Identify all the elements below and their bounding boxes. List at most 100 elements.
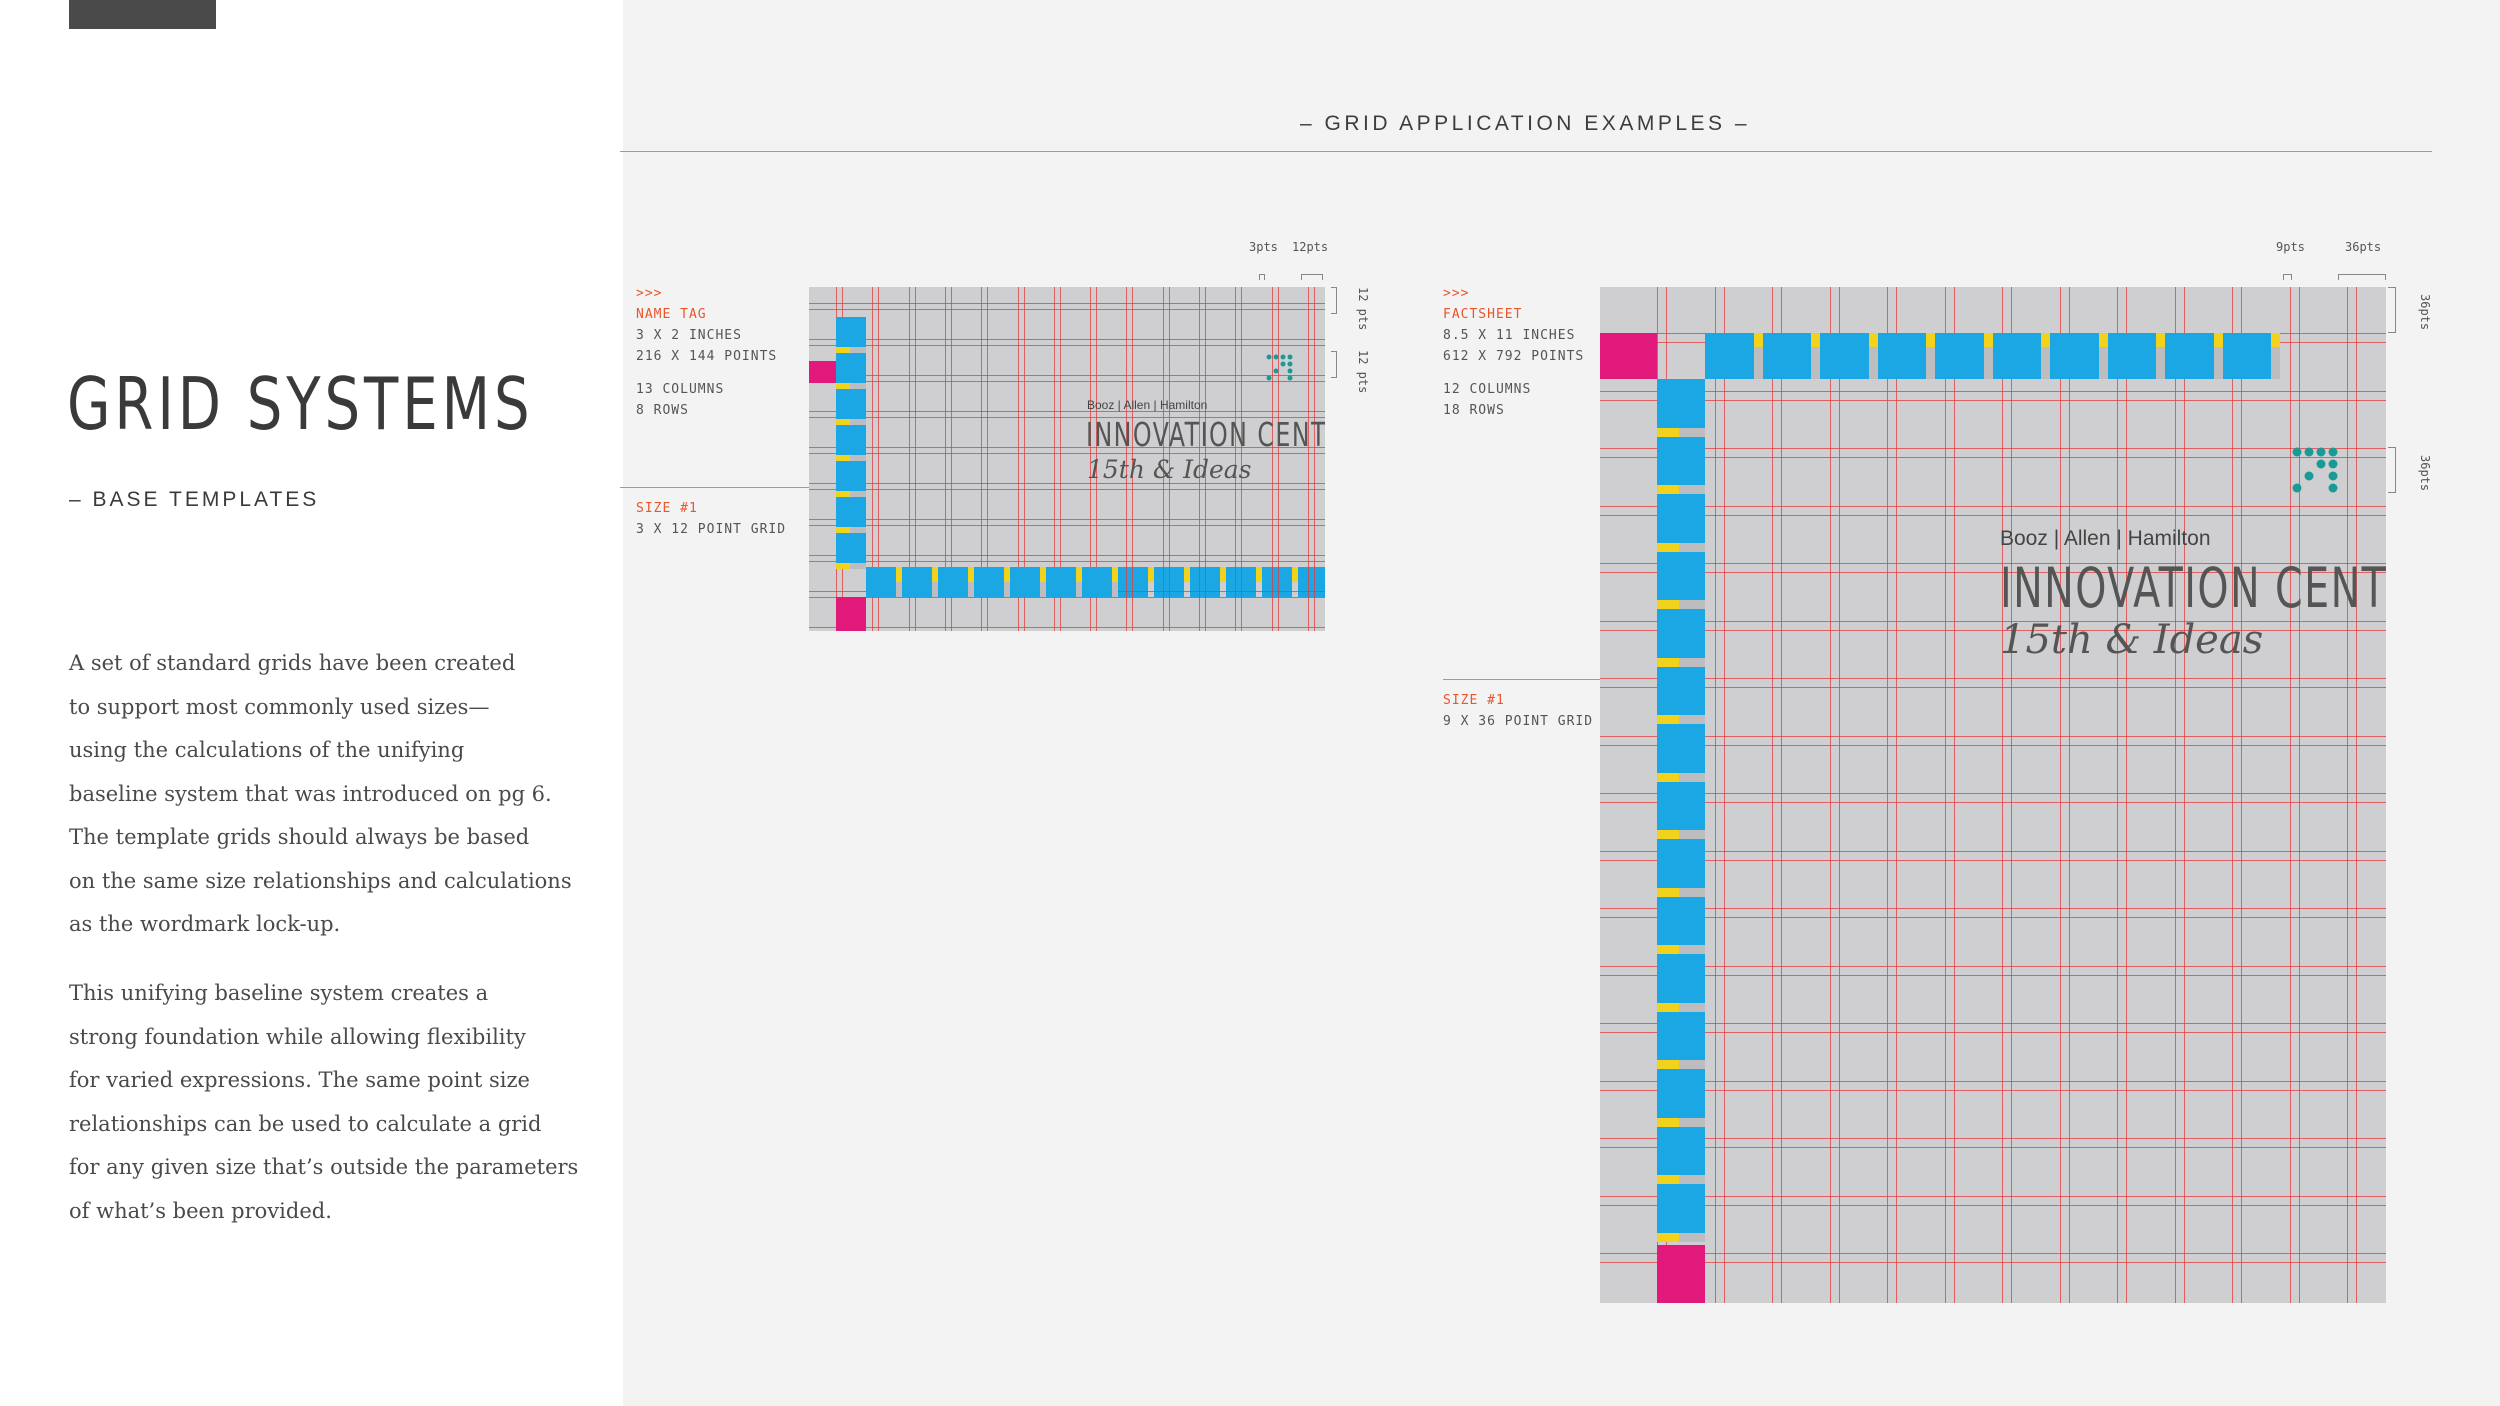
grid-guide-line [2174, 287, 2176, 1303]
grid-guide-line [1600, 1253, 2386, 1254]
grid-gutter [1657, 887, 1679, 897]
grid-gutter [1657, 1175, 1679, 1184]
grid-guide-line [1600, 859, 2386, 861]
grid-guide-line [1772, 287, 1773, 1303]
grid-gutter-gap [896, 582, 902, 597]
grid-module [1820, 333, 1869, 379]
grid-gutter-gap [1678, 887, 1705, 897]
grid-module [1226, 567, 1256, 597]
grid-guide-line [1600, 572, 2386, 573]
grid-guide-line [1277, 287, 1279, 631]
name-tag-logo-top: Booz | Allen | Hamilton [1087, 398, 1208, 412]
grid-gutter-gap [849, 491, 866, 497]
grid-guide-line [1205, 287, 1206, 631]
grid-gutter-gap [849, 383, 866, 389]
name-tag-grid: Booz | Allen | Hamilton INNOVATION CENTE… [809, 287, 1325, 631]
grid-gutter-gap [1678, 485, 1705, 494]
grid-guide-line [1059, 287, 1061, 631]
name-tag-dim-side-2: 12 pts [1356, 350, 1370, 394]
grid-guide-line [2183, 287, 2185, 1303]
grid-guide-line [2011, 287, 2012, 1303]
grid-guide-line [1714, 287, 1716, 1303]
grid-gutter [896, 567, 902, 582]
grid-guide-line [809, 561, 1325, 562]
factsheet-corner-block [1657, 1245, 1705, 1303]
name-tag-dim-large: 12pts [1292, 240, 1329, 254]
grid-gutter [1256, 567, 1262, 582]
grid-gutter [1657, 772, 1679, 782]
grid-guide-line [1199, 287, 1200, 631]
grid-guide-line [1168, 287, 1170, 631]
grid-gutter-gap [1678, 945, 1705, 954]
grid-gutter [1112, 567, 1118, 582]
body-paragraph-1: A set of standard grids have been create… [69, 651, 572, 936]
header-bar [69, 0, 216, 29]
grid-gutter [836, 527, 850, 533]
grid-module [836, 425, 866, 455]
grid-guide-line [1781, 287, 1782, 1303]
grid-module [836, 389, 866, 419]
grid-gutter [1657, 1117, 1679, 1127]
grid-module [1046, 567, 1076, 597]
factsheet-arrows: >>> [1443, 286, 1470, 301]
grid-module [1657, 724, 1705, 773]
grid-guide-line [1600, 1262, 2386, 1263]
grid-gutter [1657, 830, 1679, 839]
grid-gutter [1657, 945, 1679, 954]
name-tag-inches: 3 X 2 INCHES [636, 328, 742, 343]
grid-guide-line [1235, 287, 1237, 631]
grid-guide-line [1896, 287, 1897, 1303]
grid-gutter-gap [2041, 347, 2050, 379]
grid-module [902, 567, 932, 597]
grid-guide-line [1600, 1204, 2386, 1206]
grid-guide-line [1600, 563, 2386, 564]
name-tag-columns: 13 COLUMNS [636, 382, 725, 397]
grid-guide-line [1600, 448, 2386, 449]
factsheet-bracket-top-small [2283, 274, 2292, 280]
grid-guide-line [981, 287, 983, 631]
factsheet-size: SIZE #1 9 X 36 POINT GRID [1443, 690, 1593, 732]
grid-guide-line [1600, 1138, 2386, 1139]
grid-gutter [2041, 333, 2050, 347]
factsheet-title: FACTSHEET [1443, 307, 1523, 322]
grid-gutter-gap [849, 347, 866, 353]
grid-module [1657, 839, 1705, 888]
name-tag-bracket-side-2 [1331, 351, 1337, 378]
name-tag-logo-sub: 15th & Ideas [1087, 455, 1252, 484]
grid-gutter-gap [968, 582, 974, 597]
grid-guide-line [2002, 287, 2003, 1303]
grid-guide-line [1600, 1032, 2386, 1033]
grid-guide-line [1600, 390, 2386, 392]
name-tag-bracket-top-small [1259, 274, 1265, 280]
grid-gutter [1811, 333, 1820, 347]
grid-gutter-gap [849, 527, 866, 533]
grid-guide-line [1953, 287, 1955, 1303]
grid-guide-line [809, 597, 1325, 598]
grid-gutter-gap [1076, 582, 1082, 597]
factsheet-grid-label: 9 X 36 POINT GRID [1443, 714, 1594, 729]
grid-module [2050, 333, 2099, 379]
grid-module [1877, 333, 1926, 379]
grid-guide-line [908, 287, 910, 631]
name-tag-grid-label: 3 X 12 POINT GRID [636, 522, 787, 537]
grid-gutter [1004, 567, 1010, 582]
grid-gutter [836, 491, 850, 497]
grid-guide-line [2356, 287, 2357, 1303]
grid-gutter [1657, 427, 1679, 437]
grid-guide-line [1600, 1147, 2386, 1148]
grid-gutter-gap [1678, 1175, 1705, 1184]
name-tag-bracket-top-large [1301, 274, 1323, 280]
body-paragraph-2: This unifying baseline system creates a … [69, 981, 579, 1223]
grid-module [1657, 1126, 1705, 1175]
grid-guide-line [1162, 287, 1164, 631]
name-tag-leader [620, 487, 810, 488]
grid-gutter [968, 567, 974, 582]
grid-gutter-gap [1678, 1232, 1705, 1242]
grid-module [836, 497, 866, 527]
grid-guide-line [809, 309, 1325, 310]
grid-guide-line [1017, 287, 1019, 631]
factsheet-dim-small: 9pts [2276, 240, 2305, 254]
grid-guide-line [1600, 514, 2386, 516]
grid-module [1657, 1011, 1705, 1060]
grid-gutter [1220, 567, 1226, 582]
